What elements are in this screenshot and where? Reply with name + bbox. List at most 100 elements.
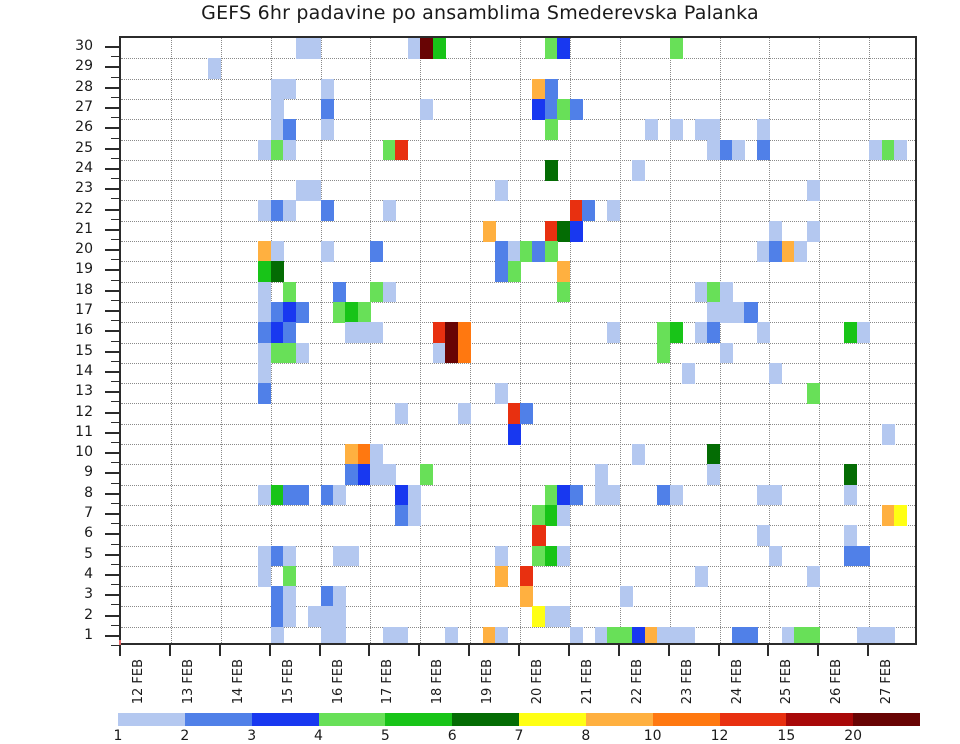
- heatmap-cell: [756, 119, 770, 141]
- heatmap-cell: [619, 586, 633, 607]
- colorbar-band: [118, 713, 186, 726]
- colorbar-band: [652, 713, 720, 726]
- x-axis-tick: [767, 645, 770, 656]
- y-axis: 30 29 28 27 26 25 24 23 22 21 20 19 18 17 16 15 14 13 12 11…: [0, 36, 119, 646]
- y-axis-minor-tick: [111, 178, 119, 180]
- gridline-horizontal: [121, 586, 915, 588]
- heatmap-cell: [295, 342, 309, 364]
- x-axis-label: 16 FEB: [330, 659, 346, 705]
- heatmap-cell: [844, 525, 858, 547]
- heatmap-cell: [806, 220, 820, 242]
- heatmap-cell: [332, 626, 347, 643]
- heatmap-cell: [432, 38, 446, 59]
- heatmap-cell: [258, 139, 272, 161]
- y-axis-minor-tick: [111, 137, 119, 139]
- colorbar-label: 6: [447, 728, 457, 744]
- heatmap-cell: [258, 484, 272, 506]
- gridline-horizontal: [121, 383, 915, 385]
- heatmap-cell: [881, 626, 895, 643]
- heatmap-cell: [258, 281, 272, 303]
- heatmap-cell: [669, 119, 683, 141]
- y-axis-minor-tick: [111, 584, 119, 586]
- heatmap-plot[interactable]: [119, 36, 917, 645]
- heatmap-cell: [694, 565, 708, 587]
- gridline-vertical: [420, 38, 422, 643]
- y-axis-tick: [105, 452, 119, 455]
- heatmap-cell: [544, 220, 558, 242]
- gridline-horizontal: [121, 484, 915, 486]
- y-axis-tick: [105, 167, 119, 170]
- y-axis-label: 11: [75, 423, 93, 440]
- heatmap-cell: [644, 119, 658, 141]
- heatmap-cell: [270, 606, 284, 628]
- heatmap-cell: [707, 301, 721, 323]
- heatmap-cell: [507, 403, 521, 425]
- x-axis-label: 19 FEB: [480, 659, 496, 705]
- heatmap-cell: [395, 504, 409, 526]
- colorbar-label: 3: [247, 728, 257, 744]
- heatmap-cell: [507, 241, 521, 262]
- heatmap-cell: [731, 139, 746, 161]
- heatmap-cell: [395, 484, 409, 506]
- y-axis-tick: [105, 431, 119, 434]
- heatmap-cell: [270, 98, 284, 120]
- colorbar-band: [251, 713, 319, 726]
- heatmap-cell: [258, 342, 272, 364]
- y-axis-minor-tick: [111, 442, 119, 443]
- heatmap-cell: [270, 545, 284, 567]
- gridline-vertical: [170, 38, 172, 643]
- heatmap-cell: [844, 464, 858, 486]
- heatmap-cell: [283, 342, 297, 364]
- colorbar-label: 12: [710, 728, 729, 744]
- heatmap-cell: [270, 139, 284, 161]
- heatmap-cell: [382, 464, 396, 486]
- colorbar-label: 8: [581, 728, 591, 744]
- y-axis-minor-tick: [111, 381, 119, 383]
- gridline-horizontal: [121, 565, 915, 567]
- heatmap-cell: [794, 241, 808, 262]
- heatmap-cell: [781, 241, 795, 262]
- heatmap-cell: [544, 545, 558, 567]
- y-axis-tick: [105, 269, 119, 272]
- x-axis-tick: [218, 645, 221, 656]
- heatmap-cell: [694, 281, 708, 303]
- y-axis-tick: [105, 573, 119, 576]
- x-axis-label: 24 FEB: [729, 659, 745, 705]
- y-axis-minor-tick: [111, 157, 119, 159]
- heatmap-cell: [769, 362, 783, 384]
- gridline-horizontal: [121, 362, 915, 364]
- heatmap-cell: [881, 139, 895, 161]
- heatmap-cell: [345, 444, 359, 465]
- y-axis-label: 20: [75, 241, 93, 258]
- heatmap-cell: [756, 241, 770, 262]
- heatmap-cell: [569, 220, 583, 242]
- heatmap-cell: [345, 322, 359, 344]
- heatmap-cell: [283, 301, 297, 323]
- heatmap-cell: [582, 200, 596, 222]
- heatmap-cell: [806, 565, 820, 587]
- gridline-horizontal: [121, 322, 915, 324]
- heatmap-cell: [607, 200, 621, 222]
- heatmap-cell: [632, 159, 646, 181]
- y-axis-minor-tick: [111, 117, 119, 119]
- heatmap-cell: [657, 322, 671, 344]
- heatmap-cell: [283, 119, 297, 141]
- heatmap-cell: [495, 383, 509, 404]
- heatmap-cell: [308, 38, 322, 59]
- heatmap-cell: [532, 545, 546, 567]
- heatmap-cell: [669, 322, 683, 344]
- heatmap-cell: [569, 200, 583, 222]
- heatmap-cell: [495, 565, 509, 587]
- heatmap-cell: [370, 444, 384, 465]
- y-axis-tick: [105, 553, 119, 556]
- gridline-vertical: [520, 38, 521, 643]
- colorbar-label: 20: [844, 728, 863, 744]
- y-axis-tick: [105, 289, 119, 292]
- heatmap-cell: [507, 261, 521, 283]
- heatmap-cell: [357, 322, 371, 344]
- heatmap-cell: [520, 586, 534, 607]
- colorbar-band: [519, 713, 587, 726]
- heatmap-cell: [320, 586, 334, 607]
- heatmap-cell: [420, 98, 434, 120]
- heatmap-cell: [594, 464, 608, 486]
